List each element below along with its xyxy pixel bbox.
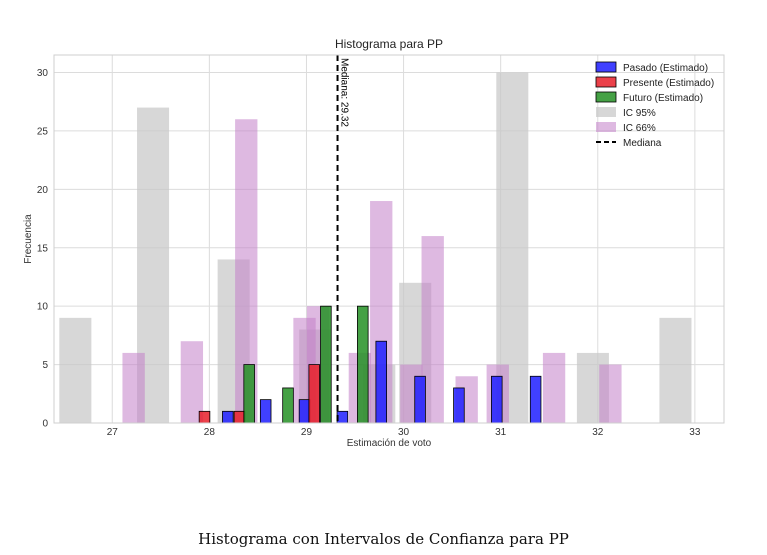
bar-pasado <box>414 375 426 424</box>
bar-presente <box>198 410 211 424</box>
bar-pasado <box>453 387 465 424</box>
y-axis-ticks: 0 5 10 15 20 25 30 <box>37 68 49 429</box>
bar-ic66 <box>421 236 444 423</box>
y-tick-label: 20 <box>37 185 49 196</box>
x-tick-label: 27 <box>107 427 119 438</box>
x-axis-ticks: 27 28 29 30 31 32 33 <box>107 427 701 438</box>
legend-label-futuro: Futuro (Estimado) <box>623 93 703 104</box>
bar-futuro <box>357 305 369 424</box>
bar-presente <box>308 364 320 424</box>
legend-label-pasado: Pasado (Estimado) <box>623 63 708 74</box>
y-tick-label: 15 <box>37 243 49 254</box>
legend-swatch-ic95 <box>596 107 616 117</box>
bars <box>59 72 692 424</box>
x-axis-label: Estimación de voto <box>347 438 432 449</box>
x-tick-label: 33 <box>689 427 701 438</box>
legend-label-ic95: IC 95% <box>623 108 656 119</box>
legend-label-ic66: IC 66% <box>623 123 656 134</box>
bar-ic95 <box>59 317 92 423</box>
bar-ic95 <box>659 317 692 423</box>
median-line-group: Mediana: 29.32 <box>336 55 350 423</box>
legend-label-presente: Presente (Estimado) <box>623 78 714 89</box>
legend-swatch-futuro <box>595 91 617 103</box>
x-tick-label: 30 <box>398 427 410 438</box>
y-tick-label: 0 <box>42 419 48 430</box>
y-tick-label: 10 <box>37 302 49 313</box>
x-tick-label: 31 <box>495 427 507 438</box>
bar-futuro <box>282 387 294 424</box>
histogram-chart: Histograma para PP Mediana: 29.32 27 28 29… <box>23 37 725 449</box>
bar-ic66 <box>122 352 145 423</box>
bar-presente <box>233 410 246 424</box>
bar-futuro <box>320 305 332 424</box>
bar-ic66 <box>180 341 204 423</box>
y-axis-label: Frecuencia <box>23 214 34 264</box>
bar-pasado <box>491 375 503 424</box>
legend-swatch-ic66 <box>596 122 616 132</box>
y-tick-label: 25 <box>37 126 49 137</box>
y-tick-label: 30 <box>37 68 49 79</box>
chart-title: Histograma para PP <box>335 37 443 51</box>
bar-pasado <box>259 399 272 424</box>
legend-label-mediana: Mediana <box>623 138 662 149</box>
y-tick-label: 5 <box>42 360 48 371</box>
x-tick-label: 29 <box>301 427 313 438</box>
bar-ic66 <box>235 119 258 423</box>
bar-ic66 <box>542 352 566 423</box>
legend: Pasado (Estimado) Presente (Estimado) Futu… <box>595 61 714 149</box>
bar-pasado <box>529 375 542 424</box>
bar-pasado <box>336 410 349 424</box>
legend-swatch-pasado <box>595 61 617 73</box>
bar-pasado <box>298 399 311 424</box>
legend-swatch-presente <box>595 76 617 88</box>
x-tick-label: 28 <box>204 427 216 438</box>
plot-frame <box>53 54 725 424</box>
bar-pasado <box>222 410 234 424</box>
bar-ic66 <box>599 364 622 423</box>
x-tick-label: 32 <box>592 427 604 438</box>
median-label: Mediana: 29.32 <box>339 58 350 127</box>
figure-caption: Histograma con Intervalos de Confianza p… <box>198 530 569 548</box>
bar-pasado <box>375 340 387 424</box>
bar-futuro <box>243 364 255 424</box>
